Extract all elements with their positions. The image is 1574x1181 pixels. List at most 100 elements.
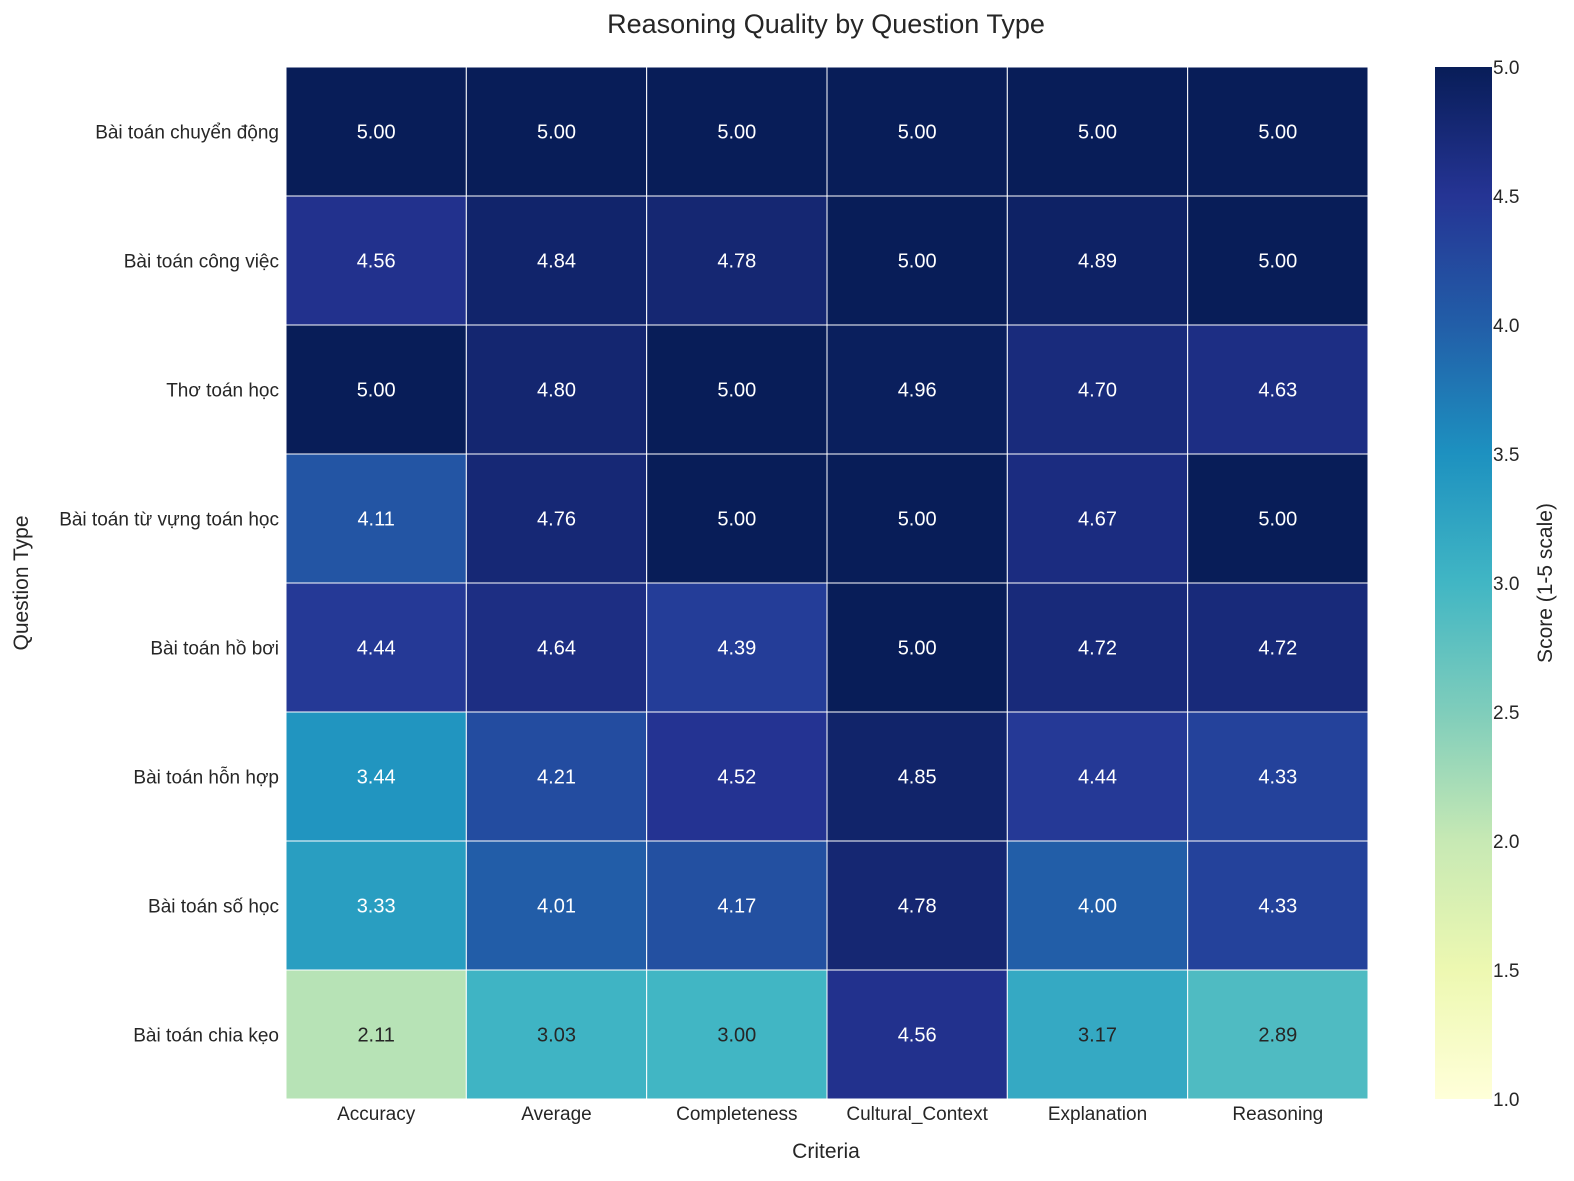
colorbar-tick-label: 4.0 — [1493, 316, 1519, 337]
colorbar-tick-label: 3.0 — [1493, 574, 1519, 595]
colorbar-label: Score (1-5 scale) — [1534, 503, 1557, 663]
cell-value-labels: 5.00 5.00 5.00 5.00 5.00 5.00 4.56 4.84 4.78 5.00… — [357, 122, 1298, 1047]
cell-value-label: 3.44 — [357, 767, 396, 789]
cell-value-label: 4.21 — [537, 767, 576, 789]
cell-value-label: 5.00 — [898, 638, 937, 660]
heatmap-cell — [1187, 840, 1369, 971]
cell-value-label: 4.96 — [898, 380, 937, 402]
cell-value-label: 5.00 — [1078, 122, 1117, 144]
cell-value-label: 3.17 — [1078, 1025, 1117, 1047]
heatmap-cell — [1187, 711, 1369, 842]
cell-value-label: 4.78 — [898, 896, 937, 918]
heatmap-cell — [285, 711, 467, 842]
heatmap-cell — [465, 453, 648, 584]
heatmap-cell — [646, 66, 828, 197]
cell-value-label: 4.39 — [717, 638, 756, 660]
x-tick-label: Explanation — [1048, 1104, 1147, 1125]
x-tick-label: Cultural_Context — [846, 1104, 988, 1125]
cell-value-label: 4.44 — [357, 638, 396, 660]
cell-value-label: 4.63 — [1258, 380, 1297, 402]
colorbar-tick-label: 2.5 — [1493, 703, 1519, 724]
cell-value-label: 5.00 — [537, 122, 576, 144]
heatmap-cell — [646, 453, 828, 584]
cell-value-label: 5.00 — [357, 380, 396, 402]
heatmap-cell — [465, 195, 648, 326]
cell-value-label: 4.78 — [717, 251, 756, 273]
cell-value-label: 4.70 — [1078, 380, 1117, 402]
colorbar-tick-label: 2.0 — [1493, 832, 1519, 853]
heatmap-cell — [465, 840, 648, 971]
cell-value-label: 4.01 — [537, 896, 576, 918]
colorbar-tick-label: 4.5 — [1493, 187, 1519, 208]
heatmap-cell — [285, 324, 467, 455]
heatmap-cells — [285, 66, 1369, 1100]
heatmap-cell — [646, 324, 828, 455]
y-tick-label: Bài toán số học — [148, 897, 279, 918]
heatmap-cell — [285, 969, 467, 1100]
heatmap-cell — [285, 582, 467, 713]
cell-value-label: 5.00 — [1258, 509, 1297, 531]
y-tick-label: Bài toán hồ bơi — [150, 639, 279, 660]
colorbar-tick-label: 5.0 — [1493, 58, 1519, 79]
cell-value-label: 5.00 — [898, 122, 937, 144]
cell-value-label: 5.00 — [717, 380, 756, 402]
cell-value-label: 4.64 — [537, 638, 576, 660]
heatmap-cell — [1187, 582, 1369, 713]
colorbar-tick-label: 3.5 — [1493, 445, 1519, 466]
cell-value-label: 4.56 — [357, 251, 396, 273]
y-tick-label: Bài toán chia kẹo — [133, 1026, 279, 1047]
cell-value-label: 4.72 — [1078, 638, 1117, 660]
heatmap-cell — [1006, 324, 1189, 455]
cell-value-label: 5.00 — [357, 122, 396, 144]
cell-value-label: 4.44 — [1078, 767, 1117, 789]
cell-value-label: 4.11 — [357, 509, 394, 531]
cell-value-label: 4.17 — [717, 896, 756, 918]
cell-value-label: 5.00 — [898, 509, 937, 531]
cell-value-label: 4.76 — [537, 509, 576, 531]
colorbar — [1435, 67, 1492, 1099]
cell-value-label: 4.89 — [1078, 251, 1117, 273]
heatmap-cell — [465, 324, 648, 455]
cell-value-label: 3.00 — [717, 1025, 756, 1047]
cell-value-label: 5.00 — [1258, 122, 1297, 144]
heatmap-cell — [826, 969, 1008, 1100]
heatmap-cell — [285, 840, 467, 971]
x-tick-label: Completeness — [676, 1104, 797, 1125]
cell-value-label: 5.00 — [1258, 251, 1297, 273]
x-tick-labels: Accuracy Average Completeness Cultural_Cont… — [337, 1104, 1323, 1125]
y-tick-labels: Bài toán chuyển động Bài toán công việc Th… — [59, 123, 279, 1047]
cell-value-label: 4.80 — [537, 380, 576, 402]
y-tick-label: Bài toán chuyển động — [95, 123, 279, 144]
chart-title: Reasoning Quality by Question Type — [607, 9, 1045, 39]
heatmap-cell — [1187, 969, 1369, 1100]
heatmap-cell — [826, 66, 1008, 197]
heatmap-cell — [826, 840, 1008, 971]
heatmap-cell — [646, 840, 828, 971]
cell-value-label: 4.84 — [537, 251, 576, 273]
x-tick-label: Average — [521, 1104, 591, 1125]
heatmap-cell — [826, 324, 1008, 455]
y-tick-label: Bài toán công việc — [124, 252, 279, 273]
heatmap-cell — [1187, 66, 1369, 197]
cell-value-label: 4.56 — [898, 1025, 937, 1047]
cell-value-label: 5.00 — [898, 251, 937, 273]
y-tick-label: Thơ toán học — [166, 381, 279, 402]
heatmap-cell — [1006, 453, 1189, 584]
heatmap-cell — [285, 195, 467, 326]
heatmap-cell — [1006, 66, 1189, 197]
heatmap-cell — [1187, 324, 1369, 455]
cell-value-label: 5.00 — [717, 122, 756, 144]
heatmap-cell — [1006, 582, 1189, 713]
heatmap-cell — [826, 711, 1008, 842]
cell-value-label: 4.33 — [1258, 896, 1297, 918]
colorbar-tick-labels: 1.0 1.5 2.0 2.5 3.0 3.5 4.0 4.5 5.0 — [1493, 58, 1519, 1111]
heatmap-cell — [465, 66, 648, 197]
cell-value-label: 5.00 — [717, 509, 756, 531]
cell-value-label: 4.52 — [717, 767, 756, 789]
x-axis-label: Criteria — [792, 1140, 860, 1163]
heatmap-cell — [826, 453, 1008, 584]
x-tick-label: Accuracy — [337, 1104, 416, 1125]
heatmap-cell — [826, 195, 1008, 326]
cell-value-label: 4.33 — [1258, 767, 1297, 789]
heatmap-cell — [1187, 195, 1369, 326]
